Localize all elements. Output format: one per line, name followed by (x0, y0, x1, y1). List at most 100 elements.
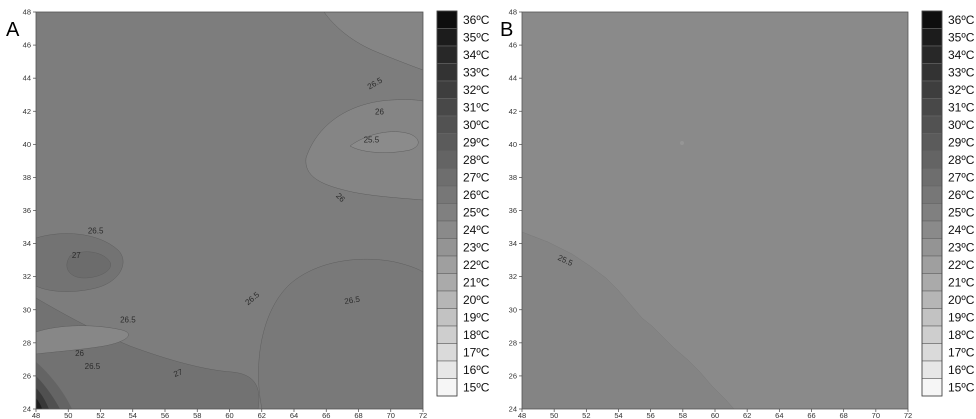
legend-label: 26ºC (948, 188, 975, 202)
x-tick-label: 62 (258, 411, 266, 419)
y-tick-label: 26 (23, 371, 31, 380)
panel-a-y-axis: 24 26 28 30 32 34 36 38 40 42 44 46 48 (23, 8, 36, 414)
legend-label: 24ºC (948, 223, 975, 237)
y-tick-label: 44 (509, 74, 517, 83)
legend-swatch (436, 115, 458, 134)
x-tick-label: 48 (518, 411, 526, 419)
panel-a-region-top-right (323, 12, 423, 71)
legend-swatch (436, 203, 458, 222)
legend-swatch (921, 28, 943, 47)
y-tick-label: 30 (509, 305, 517, 314)
y-tick-label: 24 (509, 405, 517, 414)
legend-label: 34ºC (948, 48, 975, 62)
legend-label: 31ºC (948, 101, 975, 115)
legend-frame (436, 10, 458, 397)
legend-swatch (921, 343, 943, 362)
panel-a-region-right-core (349, 131, 419, 153)
legend-label: 23ºC (948, 241, 975, 255)
panel-a-contour-field (36, 12, 423, 409)
legend-label: 22ºC (463, 258, 490, 272)
contour-label: 26.5 (344, 294, 361, 306)
legend-label: 29ºC (948, 136, 975, 150)
x-tick-label: 50 (550, 411, 558, 419)
contour-label: 26 (75, 349, 84, 358)
legend-label: 19ºC (948, 311, 975, 325)
legend-swatch (436, 360, 458, 379)
legend-label: 31ºC (463, 101, 490, 115)
y-tick-label: 32 (23, 272, 31, 281)
panel-b-center-point (680, 141, 684, 145)
legend-label: 21ºC (463, 276, 490, 290)
y-tick-label: 36 (23, 206, 31, 215)
x-tick-label: 60 (225, 411, 233, 419)
x-tick-label: 54 (614, 411, 622, 419)
panel-b-y-axis: 24 26 28 30 32 34 36 38 40 42 44 46 48 (509, 8, 522, 414)
x-tick-label: 58 (679, 411, 687, 419)
legend-swatch (921, 63, 943, 82)
contour-label: 25.5 (364, 135, 380, 144)
legend-swatch (921, 45, 943, 64)
legend-label: 21ºC (948, 276, 975, 290)
panel-a-region-right-center (258, 258, 423, 409)
panel-a-letter: A (6, 19, 20, 41)
y-tick-label: 26 (509, 371, 517, 380)
x-tick-label: 48 (32, 411, 40, 419)
panel-a: A 48 50 52 54 56 58 60 62 64 66 68 70 (6, 8, 427, 419)
legend-swatch (436, 150, 458, 169)
legend-swatch (436, 168, 458, 187)
y-tick-label: 46 (23, 41, 31, 50)
legend-swatch (436, 28, 458, 47)
panel-a-region-bottom (36, 297, 260, 409)
contour-label: 26.5 (85, 362, 101, 371)
y-tick-label: 40 (509, 140, 517, 149)
x-tick-label: 66 (807, 411, 815, 419)
panel-a-corner-4 (36, 398, 42, 409)
y-tick-label: 48 (509, 8, 517, 17)
legend-label: 16ºC (463, 363, 490, 377)
y-tick-label: 46 (509, 41, 517, 50)
legend-label: 30ºC (948, 118, 975, 132)
y-tick-label: 38 (509, 173, 517, 182)
legend-swatch (436, 133, 458, 152)
legend-label: 23ºC (463, 241, 490, 255)
legend-label: 27ºC (463, 171, 490, 185)
x-tick-label: 64 (290, 411, 298, 419)
legend-swatch (436, 308, 458, 327)
legend-swatch (921, 325, 943, 344)
x-tick-label: 72 (419, 411, 427, 419)
legend-label: 29ºC (463, 136, 490, 150)
contour-label: 26.5 (120, 316, 136, 325)
legend-swatch (921, 273, 943, 292)
legend-swatch (436, 255, 458, 274)
x-tick-label: 54 (129, 411, 137, 419)
legend-label: 26ºC (463, 188, 490, 202)
panel-a-region-lower-left-tongue (36, 325, 129, 355)
legend-label: 16ºC (948, 363, 975, 377)
y-tick-label: 28 (23, 338, 31, 347)
y-tick-label: 36 (509, 206, 517, 215)
legend-swatch (436, 290, 458, 309)
x-tick-label: 52 (582, 411, 590, 419)
contour-label: 27 (172, 367, 184, 379)
legend-label: 17ºC (463, 346, 490, 360)
legend-swatch (921, 203, 943, 222)
legend-swatch (436, 273, 458, 292)
contour-label: 26 (375, 107, 384, 116)
legend-label: 15ºC (463, 381, 490, 395)
x-tick-label: 66 (322, 411, 330, 419)
legend-swatch (436, 63, 458, 82)
legend-swatch (436, 220, 458, 239)
legend-label: 28ºC (948, 153, 975, 167)
panel-b: B 48 50 52 54 56 58 60 62 64 66 68 70 72 24 26 28 30 32 3… (500, 8, 912, 419)
legend-label: 27ºC (948, 171, 975, 185)
contour-label: 26.5 (88, 226, 104, 235)
y-tick-label: 28 (509, 338, 517, 347)
legend-swatch (436, 378, 458, 397)
x-tick-label: 56 (646, 411, 654, 419)
y-tick-label: 34 (23, 239, 31, 248)
legend-label: 32ºC (948, 83, 975, 97)
legend-swatch (921, 133, 943, 152)
legend-swatch (436, 325, 458, 344)
legend-label: 36ºC (948, 13, 975, 27)
